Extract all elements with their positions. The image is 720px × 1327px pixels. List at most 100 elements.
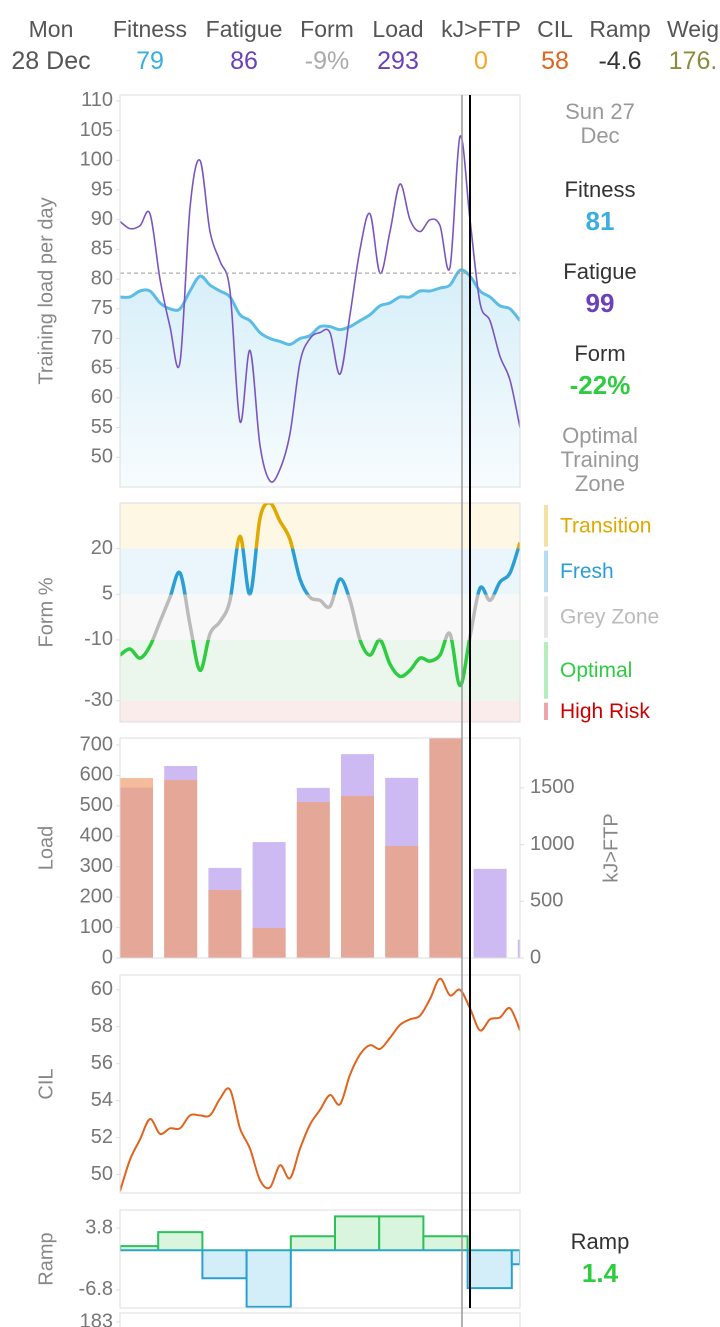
bar <box>341 795 374 958</box>
header-value: 176. <box>668 47 718 75</box>
header-value: -9% <box>304 47 350 75</box>
plot-frame <box>119 1209 521 1309</box>
header-value: 28 Dec <box>11 47 91 75</box>
fitness-value: 81 <box>585 206 615 236</box>
selected-date: Sun 27 Dec <box>565 99 635 148</box>
y-axis-label: CIL <box>35 1068 57 1099</box>
bar <box>517 939 520 958</box>
header-label: Fitness <box>112 16 188 42</box>
ramp-step <box>422 1235 469 1251</box>
legend-label: Fresh <box>560 560 614 583</box>
zone-band <box>120 639 520 701</box>
ramp-fill <box>158 1232 203 1251</box>
plot-area <box>120 503 520 722</box>
y-tick-label: 3.8 <box>85 1216 113 1238</box>
y-tick-label: 20 <box>91 537 113 559</box>
ramp-value: 1.4 <box>581 1258 619 1288</box>
y-axis-label: Form % <box>35 577 57 647</box>
y-tick-label: 183 <box>80 1310 113 1327</box>
ramp-fill <box>511 1250 520 1265</box>
y-tick-label: -6.8 <box>79 1278 113 1300</box>
zone-band <box>120 503 520 549</box>
bar <box>208 889 242 958</box>
legend-swatch <box>544 550 548 593</box>
form-label: Form <box>574 341 626 366</box>
y-tick-label: 90 <box>91 208 113 230</box>
y-axis-label: Load <box>35 826 57 871</box>
y-tick-label: 600 <box>80 764 113 786</box>
header-label: Weig <box>667 16 719 42</box>
plot-frame <box>119 94 521 488</box>
y-tick-label: -30 <box>84 689 113 711</box>
series-line <box>120 977 520 1192</box>
fatigue-value: 99 <box>585 288 615 318</box>
y-axis-label: Ramp <box>35 1232 57 1285</box>
y-tick-label: 75 <box>91 297 113 319</box>
legend-label: Optimal <box>560 659 632 682</box>
header-label: Ramp <box>589 16 651 42</box>
ramp-step <box>378 1215 425 1251</box>
ramp-step <box>466 1250 513 1290</box>
y-tick-label: 52 <box>91 1126 113 1148</box>
bar <box>164 779 198 958</box>
y-tick-label: 54 <box>91 1089 113 1111</box>
header-label: CIL <box>537 16 573 42</box>
ramp-fill <box>246 1250 291 1307</box>
series-line <box>120 268 520 347</box>
plot-frame <box>119 737 521 959</box>
y-tick-label: 400 <box>80 825 113 847</box>
y-tick-label: 0 <box>102 946 113 968</box>
plot-area <box>120 977 520 1192</box>
ramp-fill <box>467 1250 512 1289</box>
series-line <box>120 135 520 483</box>
zone-band <box>120 548 520 595</box>
header-value: 0 <box>474 47 488 75</box>
y-axis-label: Training load per day <box>35 197 57 384</box>
y-tick-label: 56 <box>91 1052 113 1074</box>
chart: Transition Fresh Grey Zone Optimal High Risk… <box>35 502 659 723</box>
y-tick-label: 85 <box>91 238 113 260</box>
legend-swatch <box>544 641 548 699</box>
legend-swatch <box>544 596 548 638</box>
chart: Ramp 3.8 -6.8 <box>35 1209 521 1309</box>
bar <box>429 738 463 958</box>
y-tick-label: 500 <box>80 794 113 816</box>
y-tick-label: 55 <box>91 416 113 438</box>
bar <box>252 927 286 958</box>
y-tick-label: 60 <box>91 386 113 408</box>
header-value: 293 <box>377 47 419 75</box>
y-tick-label: 700 <box>80 733 113 755</box>
y-tick-label: 80 <box>91 267 113 289</box>
y-tick-label: 200 <box>80 885 113 907</box>
ramp-fill <box>120 1246 159 1251</box>
ramp-step <box>510 1250 520 1266</box>
header-value: -4.6 <box>598 47 642 75</box>
y2-tick-label: 0 <box>530 946 541 968</box>
header-label: Mon <box>28 16 74 42</box>
y-tick-label: 110 <box>81 89 113 111</box>
y-tick-label: 100 <box>80 149 113 171</box>
y2-tick-label: 500 <box>530 890 563 912</box>
y-tick-label: 70 <box>91 327 113 349</box>
legend-label: Transition <box>560 514 651 537</box>
y-tick-label: 300 <box>80 855 113 877</box>
plot-area <box>120 135 520 487</box>
ramp-step <box>157 1231 204 1251</box>
series-line <box>120 503 520 688</box>
legend-label: Grey Zone <box>560 606 659 629</box>
plot-area <box>120 1215 520 1308</box>
y2-tick-label: 1500 <box>530 776 575 798</box>
y-tick-label: 50 <box>91 446 113 468</box>
y-tick-label: 100 <box>80 916 113 938</box>
y-tick-label: 58 <box>91 1015 113 1037</box>
legend-label: High Risk <box>560 700 650 723</box>
bar <box>296 801 330 958</box>
ramp-fill <box>379 1216 424 1251</box>
y-tick-label: 95 <box>91 178 113 200</box>
chart: CIL 50 52 54 56 58 60 <box>35 974 521 1194</box>
zone-band <box>120 700 520 722</box>
y-tick-label: 65 <box>91 356 113 378</box>
bar <box>473 868 507 958</box>
form-value: -22% <box>569 370 631 400</box>
plot-frame <box>119 502 521 723</box>
